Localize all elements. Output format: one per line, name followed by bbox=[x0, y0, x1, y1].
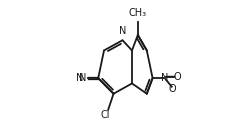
Text: N: N bbox=[161, 73, 168, 83]
Text: N: N bbox=[76, 73, 83, 83]
Text: N: N bbox=[79, 73, 86, 83]
Text: O: O bbox=[173, 72, 181, 82]
Text: Cl: Cl bbox=[100, 110, 110, 120]
Text: N: N bbox=[119, 26, 126, 36]
Text: O: O bbox=[168, 84, 176, 94]
Text: CH₃: CH₃ bbox=[128, 8, 146, 18]
